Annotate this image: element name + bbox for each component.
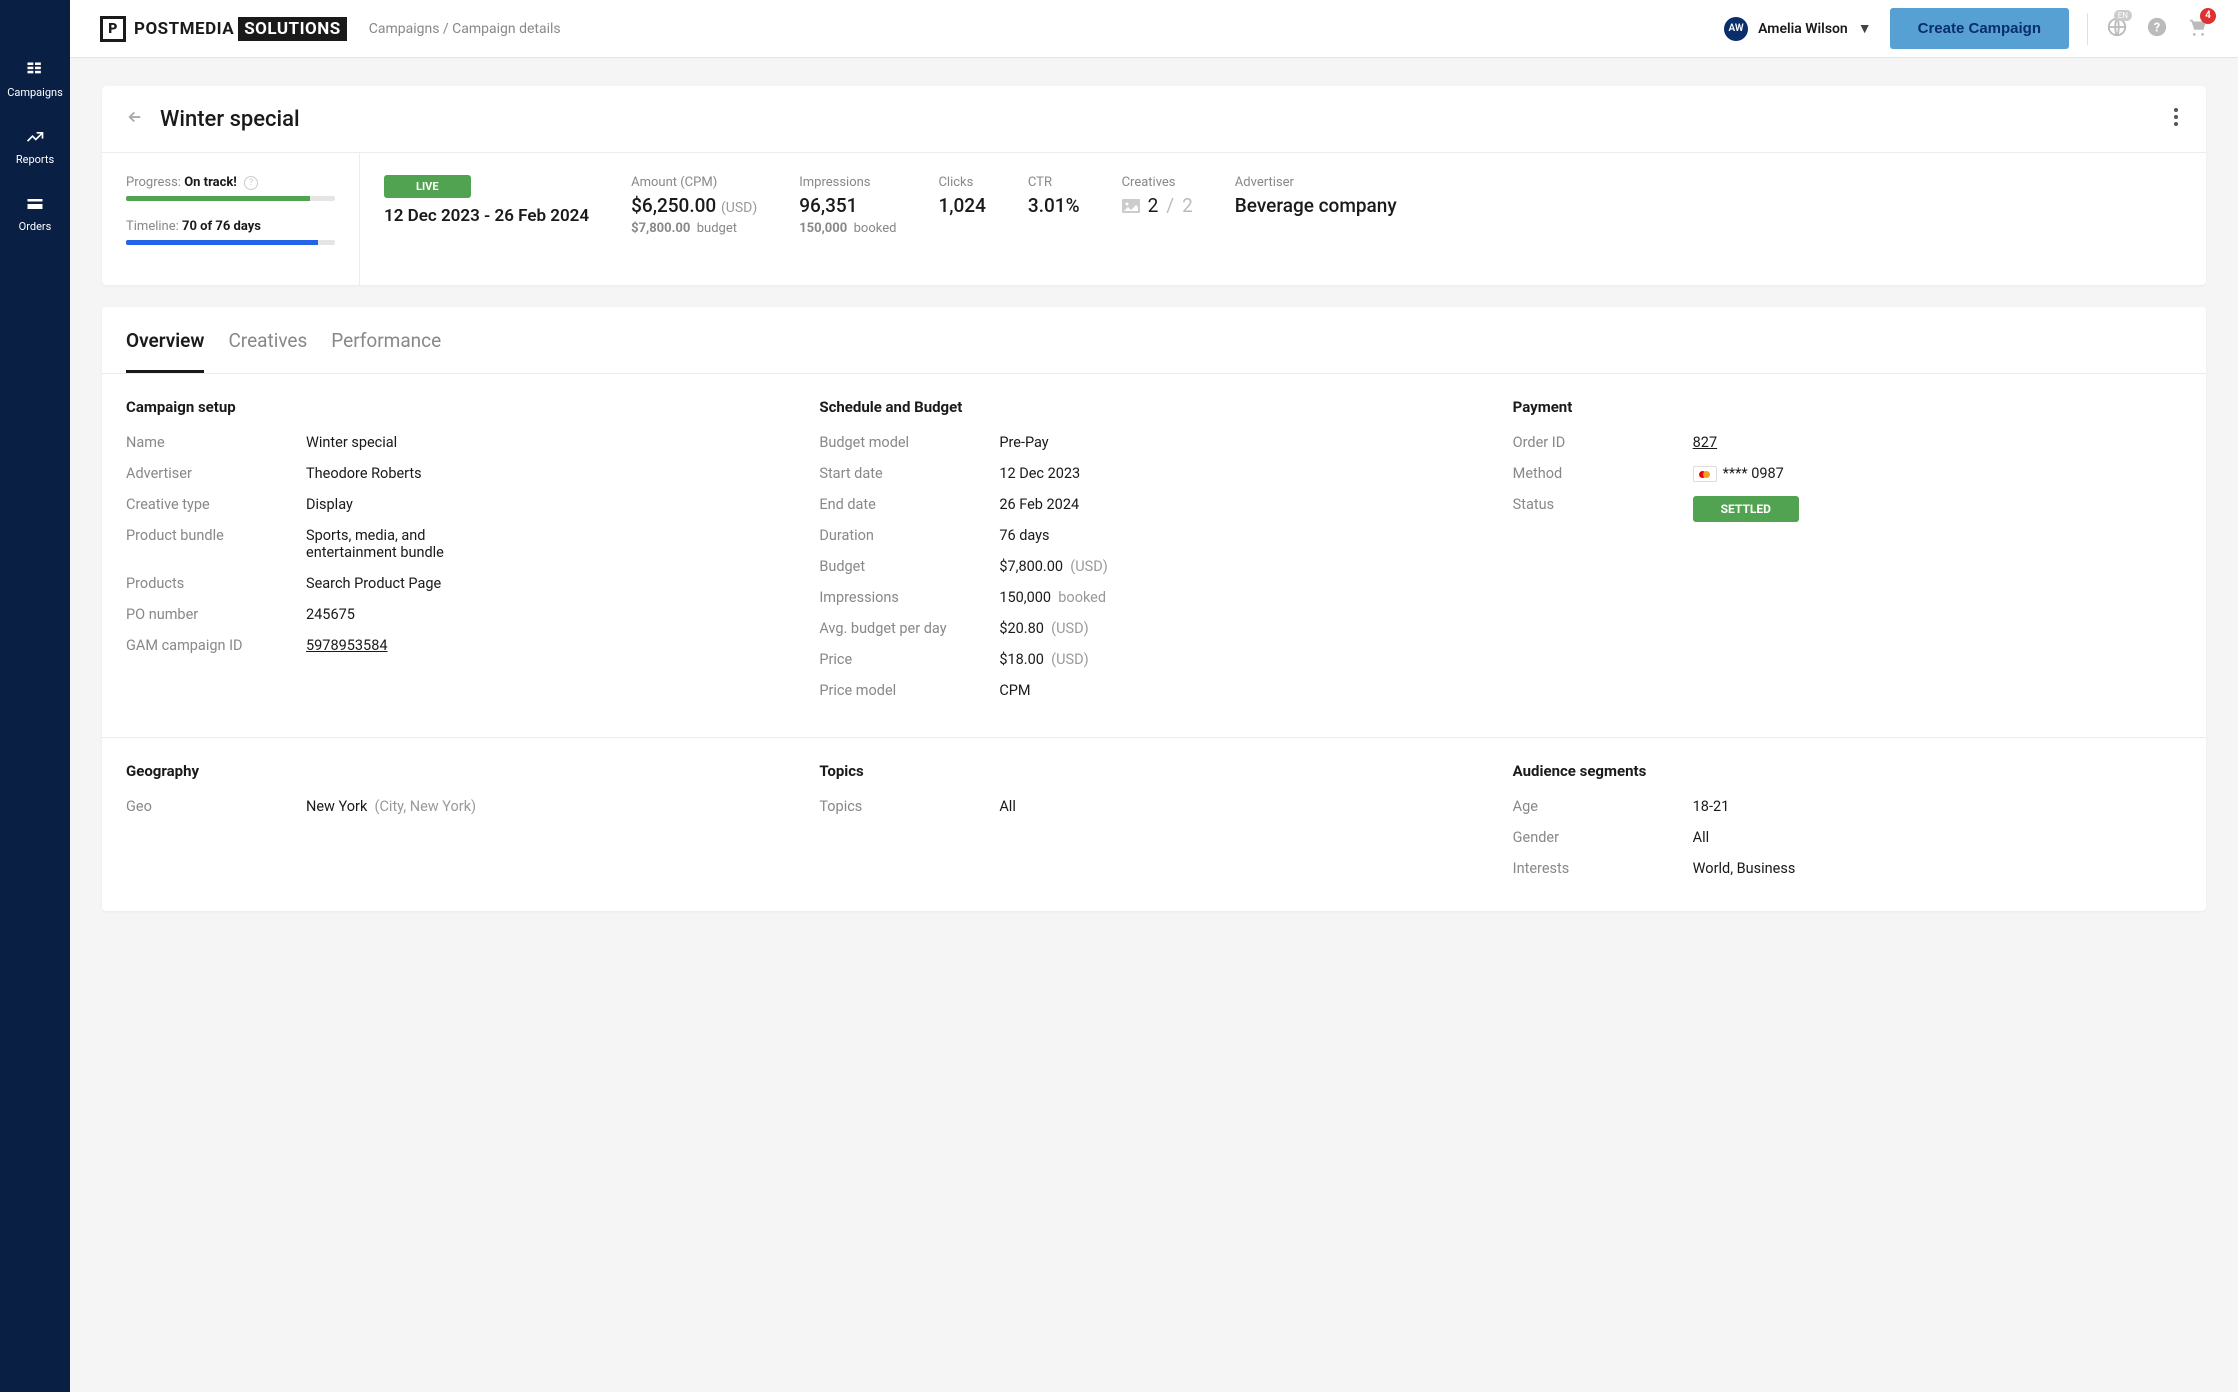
logo-text1: POSTMEDIA — [134, 19, 234, 39]
logo[interactable]: P POSTMEDIA SOLUTIONS — [100, 16, 347, 42]
arrow-left-icon — [126, 108, 144, 126]
tab-overview[interactable]: Overview — [126, 307, 204, 373]
tabs: Overview Creatives Performance — [102, 307, 2206, 374]
logo-text2: SOLUTIONS — [238, 17, 347, 41]
audience-title: Audience segments — [1513, 762, 2182, 780]
chart-icon — [25, 127, 45, 147]
grid-icon — [25, 60, 45, 80]
schedule-title: Schedule and Budget — [819, 398, 1488, 416]
metric-clicks: Clicks 1,024 — [938, 175, 985, 217]
audience-section: Audience segments Age18-21 GenderAll Int… — [1513, 762, 2182, 891]
nav-campaigns-label: Campaigns — [7, 86, 63, 99]
timeline-bar — [126, 240, 335, 245]
more-menu-button[interactable] — [2170, 104, 2182, 134]
metric-impressions: Impressions 96,351 150,000 booked — [799, 175, 896, 236]
date-range: 12 Dec 2023 - 26 Feb 2024 — [384, 206, 589, 226]
lang-badge: EN — [2114, 10, 2132, 21]
topics-title: Topics — [819, 762, 1488, 780]
metric-creatives: Creatives 2 / 2 — [1122, 175, 1193, 217]
sidebar: Campaigns Reports Orders — [0, 0, 70, 1392]
user-name: Amelia Wilson — [1758, 21, 1848, 37]
help-tooltip-icon[interactable]: ? — [244, 176, 258, 190]
logo-mark: P — [100, 16, 126, 42]
payment-title: Payment — [1513, 398, 2182, 416]
back-button[interactable] — [126, 108, 144, 130]
order-id-link[interactable]: 827 — [1693, 434, 1717, 451]
payment-section: Payment Order ID827 Method**** 0987 Stat… — [1513, 398, 2182, 713]
cart-button[interactable]: 4 — [2186, 16, 2208, 42]
tab-performance[interactable]: Performance — [331, 307, 441, 373]
campaign-header-card: Winter special Progress: On track! ? — [102, 86, 2206, 285]
gam-id-link[interactable]: 5978953584 — [306, 637, 388, 654]
nav-campaigns[interactable]: Campaigns — [7, 60, 63, 99]
breadcrumb[interactable]: Campaigns / Campaign details — [369, 21, 561, 37]
create-campaign-button[interactable]: Create Campaign — [1890, 8, 2069, 49]
metric-ctr: CTR 3.01% — [1028, 175, 1080, 217]
setup-title: Campaign setup — [126, 398, 795, 416]
chevron-down-icon: ▼ — [1858, 20, 1872, 37]
nav-reports-label: Reports — [16, 153, 54, 166]
help-icon: ? — [2146, 16, 2168, 38]
live-badge: LIVE — [384, 175, 471, 198]
metric-advertiser: Advertiser Beverage company — [1235, 175, 1397, 217]
timeline-label: Timeline: 70 of 76 days — [126, 219, 335, 234]
campaign-setup-section: Campaign setup NameWinter special Advert… — [126, 398, 795, 713]
progress-bar — [126, 196, 335, 201]
svg-text:?: ? — [2154, 20, 2160, 35]
kebab-icon — [2174, 108, 2178, 126]
mastercard-icon — [1693, 466, 1717, 482]
topics-section: Topics TopicsAll — [819, 762, 1488, 891]
avatar: AW — [1724, 17, 1748, 41]
progress-label: Progress: On track! ? — [126, 175, 335, 190]
nav-orders-label: Orders — [19, 220, 52, 233]
campaign-title: Winter special — [160, 107, 300, 132]
cart-badge: 4 — [2200, 8, 2216, 24]
geography-section: Geography GeoNew York (City, New York) — [126, 762, 795, 891]
user-menu[interactable]: AW Amelia Wilson ▼ — [1724, 17, 1872, 41]
divider — [2087, 13, 2088, 45]
card-icon — [25, 194, 45, 214]
tab-creatives[interactable]: Creatives — [228, 307, 307, 373]
nav-reports[interactable]: Reports — [16, 127, 54, 166]
image-icon — [1122, 199, 1140, 213]
geography-title: Geography — [126, 762, 795, 780]
schedule-budget-section: Schedule and Budget Budget modelPre-Pay … — [819, 398, 1488, 713]
topbar: P POSTMEDIA SOLUTIONS Campaigns / Campai… — [70, 0, 2238, 58]
language-button[interactable]: EN — [2106, 16, 2128, 42]
help-button[interactable]: ? — [2146, 16, 2168, 42]
nav-orders[interactable]: Orders — [19, 194, 52, 233]
details-card: Overview Creatives Performance Campaign … — [102, 307, 2206, 911]
metric-amount: Amount (CPM) $6,250.00 (USD) $7,800.00 b… — [631, 175, 757, 236]
settled-badge: SETTLED — [1693, 496, 1799, 522]
